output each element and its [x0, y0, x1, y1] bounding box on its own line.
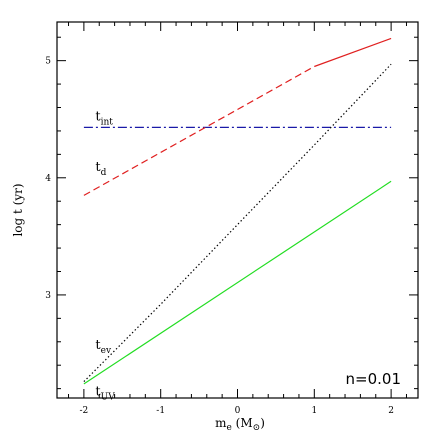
series-line-d	[83, 65, 315, 196]
y-tick-label: 4	[45, 174, 51, 184]
tick-labels: -2 -1 0 1 2 3 4 5	[45, 57, 394, 416]
y-tick-label: 5	[45, 57, 51, 67]
axes-frame	[56, 21, 419, 399]
series-label-d: td	[95, 160, 106, 178]
series-label-int: tint	[95, 109, 113, 127]
x-tick-label: 2	[388, 406, 394, 416]
annotation-n: n=0.01	[346, 370, 401, 388]
x-tick-label: 0	[235, 406, 241, 416]
series-label-ev: tev	[95, 338, 112, 356]
axis-ticks	[57, 22, 418, 398]
x-tick-label: -2	[79, 406, 88, 416]
y-tick-label: 3	[45, 291, 51, 301]
plot-area	[83, 37, 392, 385]
series-labels: tint td tev tUV	[95, 109, 115, 402]
x-tick-label: 1	[311, 406, 317, 416]
x-tick-label: -1	[156, 406, 165, 416]
y-axis-label: log t (yr)	[11, 183, 25, 236]
series-line-d-solid	[314, 37, 392, 68]
series-line-ev	[83, 63, 392, 383]
x-axis-label: me (M⊙)	[215, 416, 265, 433]
series-line-uv	[83, 180, 392, 385]
series-label-uv: tUV	[95, 385, 115, 403]
